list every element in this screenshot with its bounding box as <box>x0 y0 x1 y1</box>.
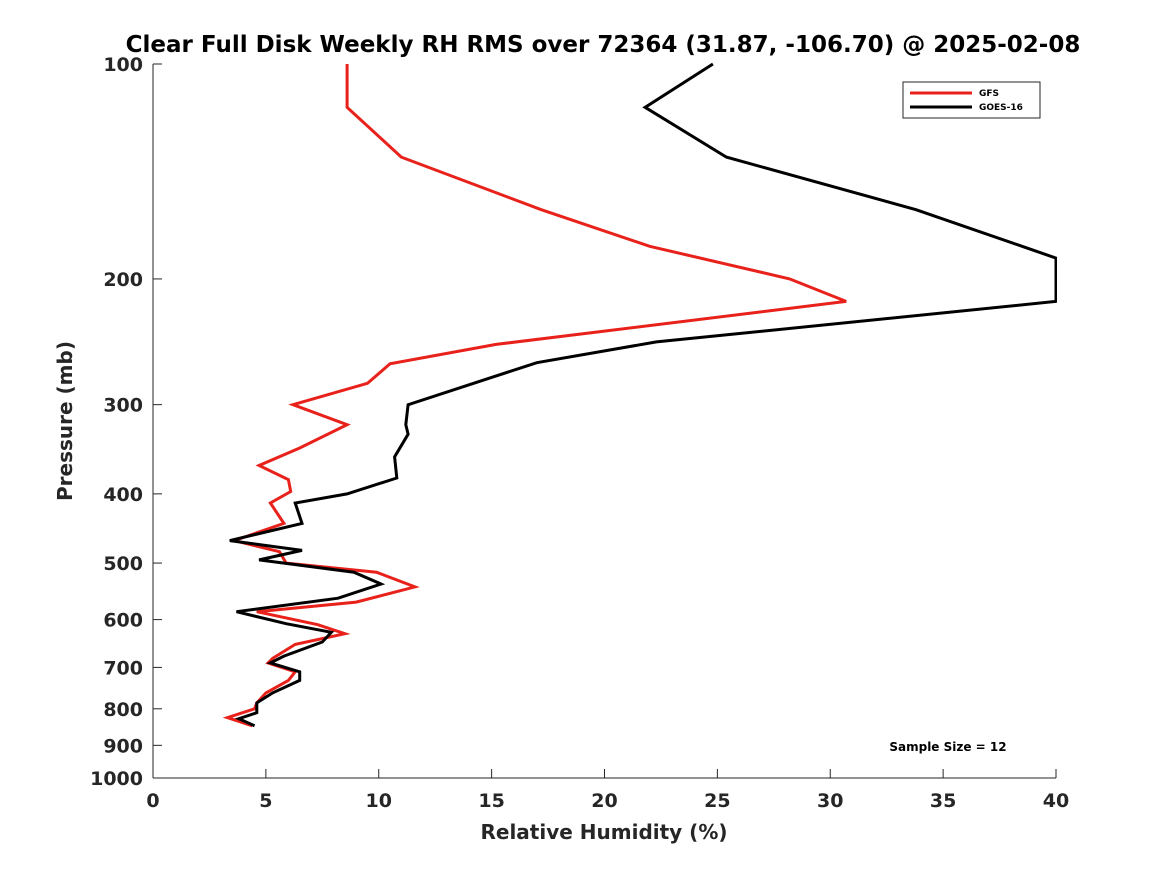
x-axis-label: Relative Humidity (%) <box>480 820 727 844</box>
x-tick-label: 0 <box>146 790 159 812</box>
x-tick-label: 40 <box>1043 790 1069 812</box>
y-tick-label: 700 <box>103 657 143 679</box>
legend-label: GFS <box>979 89 999 99</box>
x-tick-label: 30 <box>817 790 843 812</box>
sample-size-annotation: Sample Size = 12 <box>889 740 1006 754</box>
y-tick-label: 800 <box>103 699 143 721</box>
x-tick-label: 15 <box>478 790 504 812</box>
y-axis-label: Pressure (mb) <box>53 341 77 501</box>
series-line-goes-16 <box>229 62 1057 728</box>
legend-box <box>902 81 1041 119</box>
y-tick-label: 900 <box>103 735 143 757</box>
y-tick-label: 500 <box>103 553 143 575</box>
x-tick-label: 35 <box>930 790 956 812</box>
x-tick-label: 10 <box>366 790 392 812</box>
legend: GFS GOES-16 <box>902 81 1041 119</box>
y-tick-label: 100 <box>103 54 143 76</box>
x-tick-label: 25 <box>704 790 730 812</box>
chart-title: Clear Full Disk Weekly RH RMS over 72364… <box>126 32 1081 58</box>
y-tick-label: 200 <box>103 269 143 291</box>
y-tick-label: 300 <box>103 395 143 417</box>
y-tick-label: 1000 <box>90 768 143 790</box>
legend-label: GOES-16 <box>979 103 1023 113</box>
plot-area: 0 5 10 15 20 25 30 35 40 100 200 300 400 500 600 700 800… <box>90 54 1069 812</box>
x-tick-label: 20 <box>591 790 617 812</box>
y-tick-label: 600 <box>103 610 143 632</box>
y-tick-label: 400 <box>103 484 143 506</box>
x-tick-label: 5 <box>259 790 272 812</box>
